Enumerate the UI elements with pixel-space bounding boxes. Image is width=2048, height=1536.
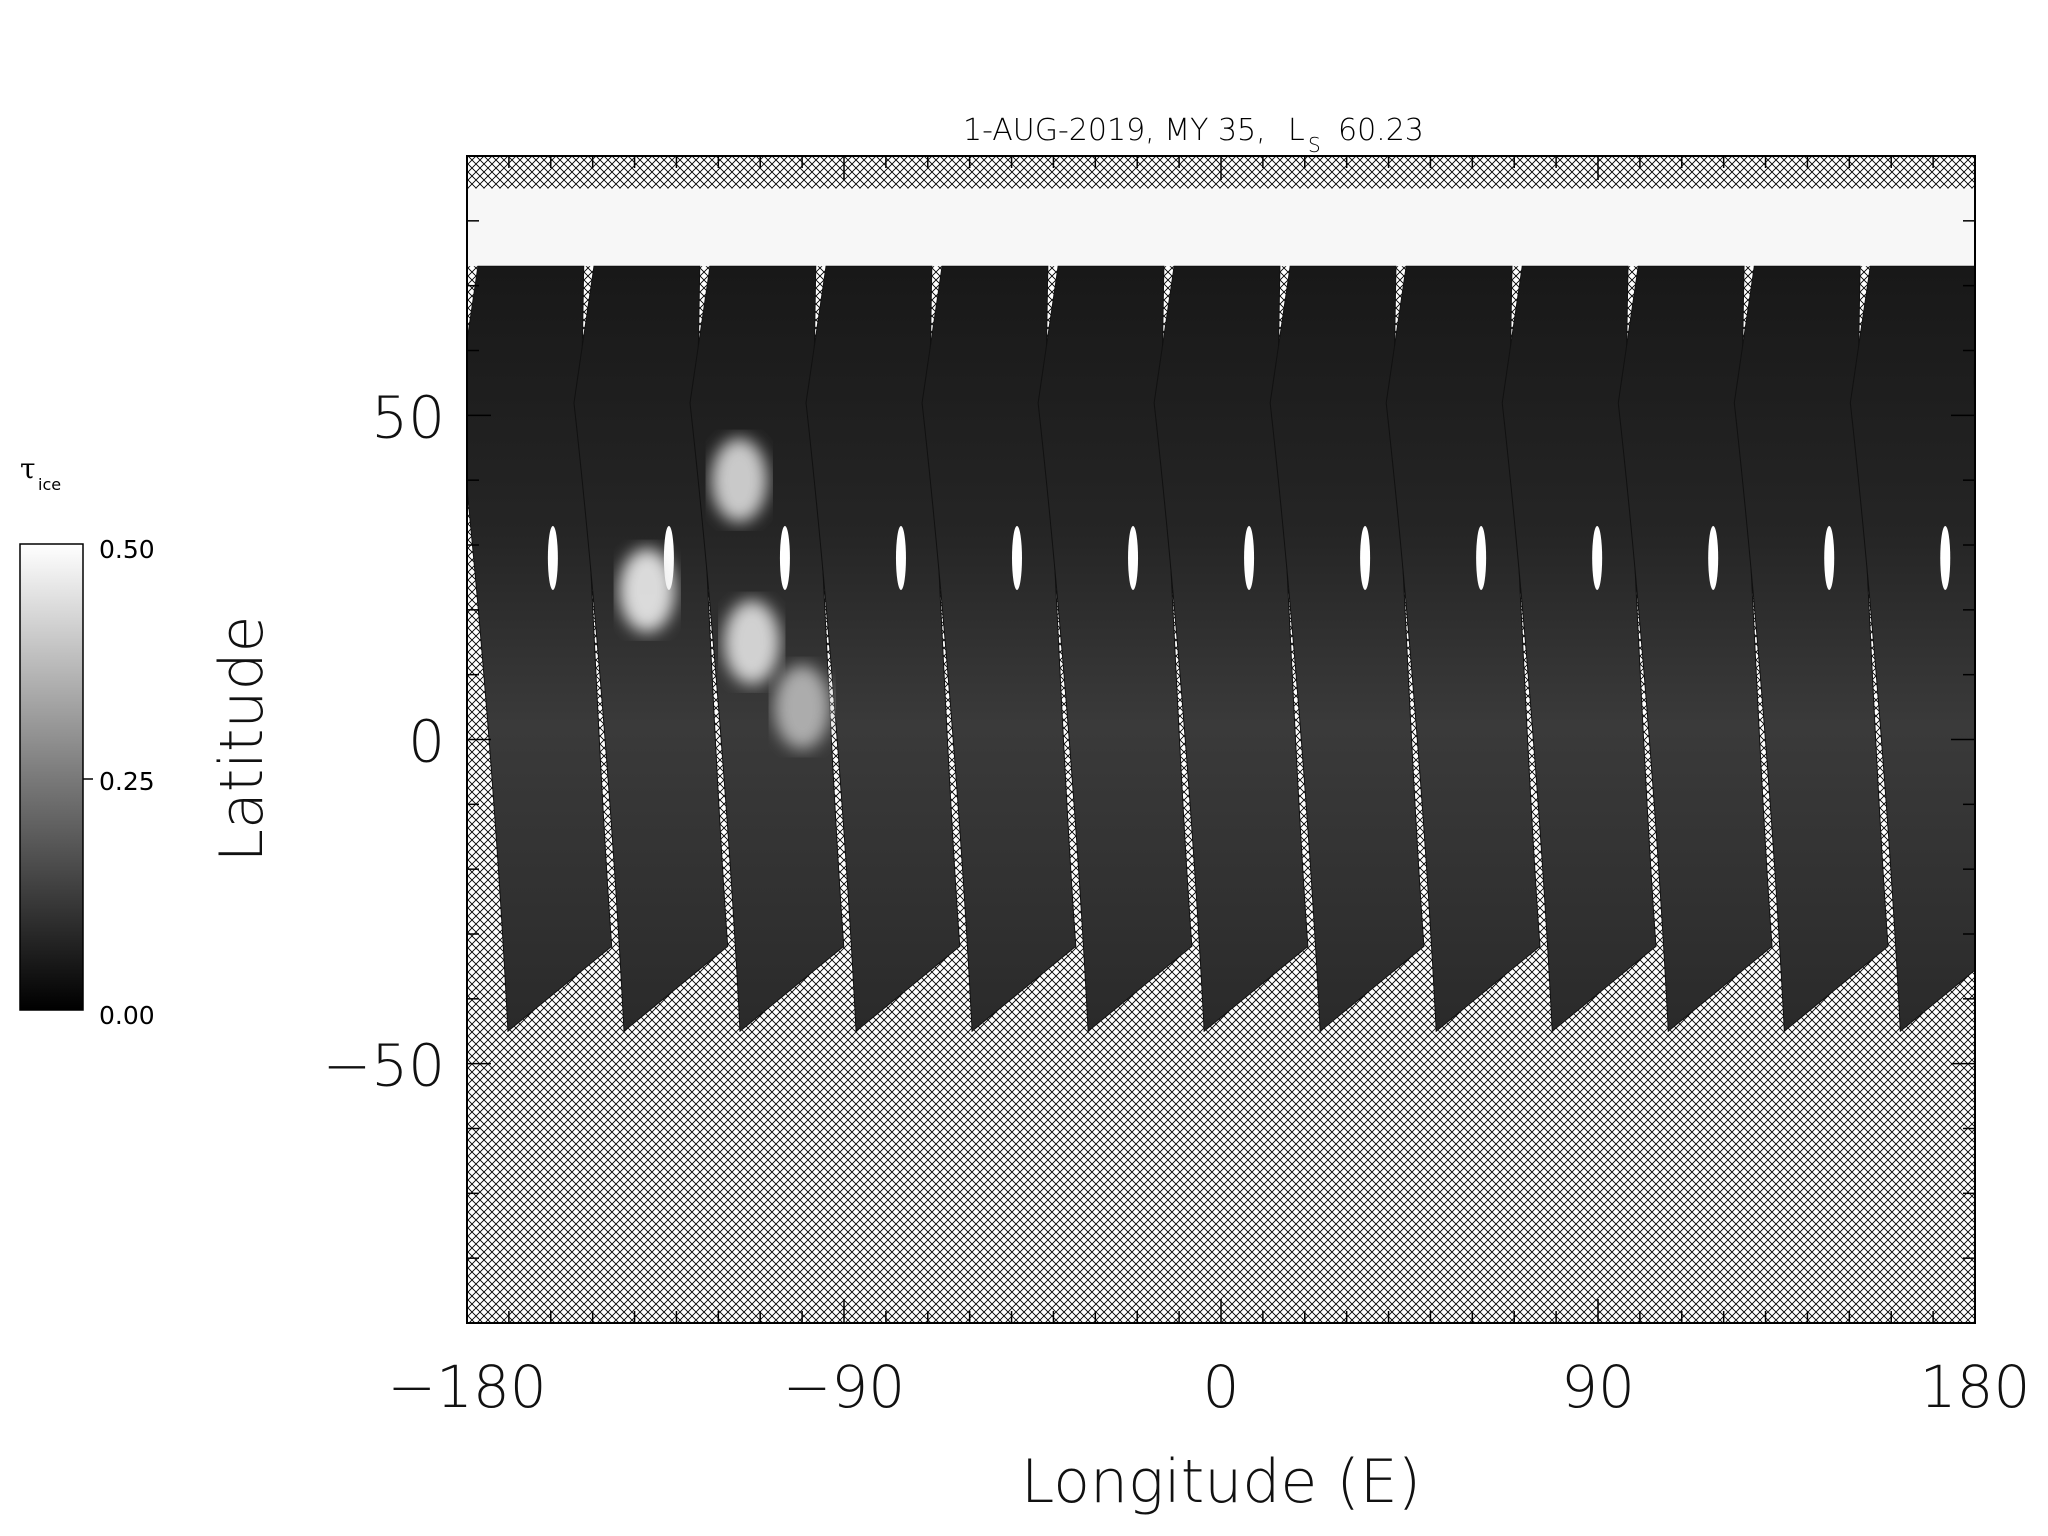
chart-title: 1-AUG-2019, MY 35, L S 60.23	[963, 113, 1424, 157]
plot-area	[467, 156, 1975, 1323]
swath-gap	[1012, 525, 1023, 590]
swath-gap	[1128, 525, 1139, 590]
colorbar: τ ice 0.50 0.25 0.00	[19, 452, 155, 1030]
polar-cap-region	[467, 188, 1975, 267]
swath-gap	[1940, 525, 1951, 590]
colorbar-gradient	[19, 543, 84, 1011]
y-tick-label: 0	[408, 708, 445, 776]
ice-cloud-patch	[711, 438, 768, 523]
title-date: 1-AUG-2019, MY 35,	[963, 113, 1266, 148]
title-ls-subscript: S	[1308, 133, 1321, 157]
x-tick-label: 0	[1203, 1353, 1240, 1421]
y-tick-label: −50	[323, 1032, 445, 1100]
swath-gap	[895, 525, 906, 590]
swath-gap	[1244, 525, 1255, 590]
title-ls-symbol: L	[1288, 113, 1305, 148]
x-tick-label: −90	[783, 1353, 905, 1421]
y-axis-label: Latitude	[207, 616, 277, 863]
axis-tick-labels: −180 −90 0 90 180 50 0 −50	[323, 383, 2031, 1421]
ice-cloud-patch	[619, 548, 676, 633]
title-ls-value: 60.23	[1338, 113, 1424, 148]
cloud-features	[619, 438, 831, 750]
colorbar-label-symbol: τ	[20, 452, 36, 485]
y-tick-label: 50	[371, 383, 445, 451]
colorbar-min-label: 0.00	[99, 1001, 155, 1030]
x-tick-label: 180	[1920, 1353, 2031, 1421]
ice-cloud-patch	[723, 600, 780, 685]
swath-gap	[1360, 525, 1371, 590]
ice-cloud-patch	[774, 665, 831, 750]
x-tick-label: 90	[1561, 1353, 1635, 1421]
swath-gap	[779, 525, 790, 590]
swath-gap	[1476, 525, 1487, 590]
swath-gap	[1708, 525, 1719, 590]
orbit-swaths	[467, 265, 1975, 1033]
swath-gap	[1592, 525, 1603, 590]
swath-gap	[547, 525, 558, 590]
colorbar-label-subscript: ice	[38, 475, 61, 494]
orbit-swath	[1849, 265, 1975, 1033]
swath-gap	[1824, 525, 1835, 590]
colorbar-mid-label: 0.25	[99, 767, 155, 796]
x-tick-label: −180	[387, 1353, 546, 1421]
colorbar-max-label: 0.50	[99, 535, 155, 564]
axis-ticks	[466, 155, 1976, 1324]
x-axis-label: Longitude (E)	[1021, 1447, 1421, 1517]
